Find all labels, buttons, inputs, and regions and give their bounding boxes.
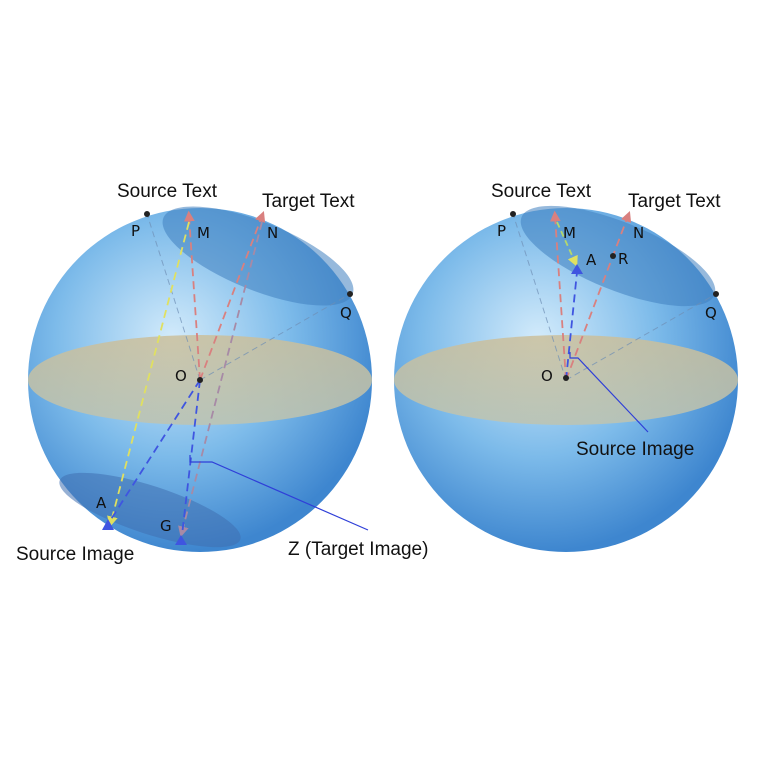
left-point-p bbox=[144, 211, 150, 217]
left-arrow-oa bbox=[107, 379, 201, 525]
left-arrow-om bbox=[183, 210, 201, 381]
left-label-target-image: Z (Target Image) bbox=[288, 539, 428, 560]
right-callout-line bbox=[569, 352, 649, 433]
left-arrow-ng bbox=[178, 221, 263, 538]
right-arrow-oa bbox=[565, 271, 578, 381]
right-arrow-on bbox=[565, 210, 632, 381]
right-point-p bbox=[510, 211, 516, 217]
right-label-r: R bbox=[618, 250, 628, 268]
right-label-target-text: Target Text bbox=[628, 191, 721, 212]
right-label-m: M bbox=[563, 224, 576, 242]
right-sphere-group: Source Text Target Text P M N A R Q O So… bbox=[394, 181, 738, 552]
right-label-source-image: Source Image bbox=[576, 439, 694, 460]
right-top-cap bbox=[520, 205, 716, 307]
right-line-op bbox=[512, 213, 567, 381]
left-top-cap bbox=[162, 206, 354, 306]
left-point-q bbox=[347, 291, 353, 297]
left-label-o: O bbox=[175, 367, 187, 385]
right-point-r bbox=[610, 253, 616, 259]
left-line-op bbox=[146, 213, 201, 381]
left-label-m: M bbox=[197, 224, 210, 242]
left-sphere-group: Source Text Target Text P M N Q O A G So… bbox=[16, 181, 428, 565]
left-label-q: Q bbox=[340, 304, 352, 322]
left-callout-line bbox=[189, 455, 369, 531]
right-arrow-om bbox=[549, 210, 567, 381]
left-arrow-on bbox=[199, 210, 266, 381]
right-arrow-ma bbox=[556, 221, 578, 267]
right-label-a: A bbox=[586, 251, 597, 269]
right-point-o bbox=[563, 375, 569, 381]
right-label-o: O bbox=[541, 367, 553, 385]
right-point-q bbox=[713, 291, 719, 297]
left-label-a: A bbox=[96, 494, 107, 512]
right-line-oq bbox=[565, 293, 717, 381]
left-arrow-og bbox=[181, 379, 201, 536]
left-line-oq bbox=[199, 293, 351, 381]
left-marker-a bbox=[102, 519, 114, 530]
right-label-n: N bbox=[633, 224, 644, 242]
left-marker-g bbox=[175, 535, 187, 545]
right-marker-a bbox=[571, 264, 583, 274]
left-label-target-text: Target Text bbox=[262, 191, 355, 212]
left-label-g: G bbox=[160, 517, 172, 535]
right-label-q: Q bbox=[705, 304, 717, 322]
left-bottom-cap bbox=[59, 472, 241, 548]
left-label-source-text: Source Text bbox=[117, 181, 218, 202]
right-label-source-text: Source Text bbox=[491, 181, 592, 202]
left-label-p: P bbox=[131, 222, 140, 240]
left-label-n: N bbox=[267, 224, 278, 242]
left-point-o bbox=[197, 377, 203, 383]
right-label-p: P bbox=[497, 222, 506, 240]
left-label-source-image: Source Image bbox=[16, 544, 134, 565]
